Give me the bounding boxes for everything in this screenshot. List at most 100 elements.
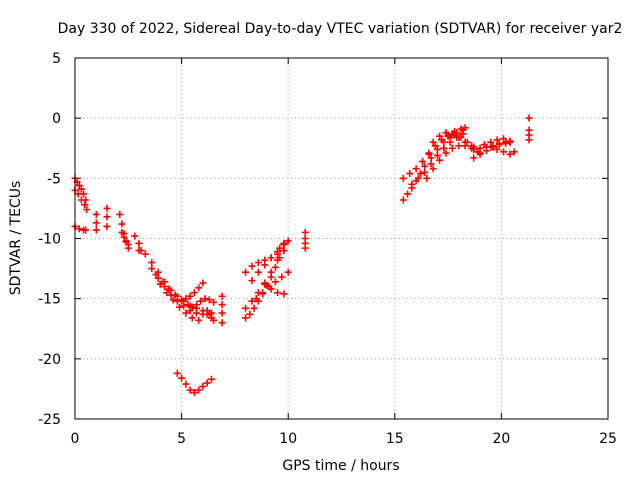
y-tick-label: -10 xyxy=(38,232,61,248)
data-point xyxy=(506,150,514,158)
data-point xyxy=(261,261,269,269)
data-point xyxy=(442,129,450,137)
data-point xyxy=(188,303,196,311)
data-point xyxy=(280,239,288,247)
data-point xyxy=(493,145,501,153)
y-tick-label: 0 xyxy=(52,111,61,127)
data-point xyxy=(406,170,414,178)
data-point xyxy=(120,233,128,241)
data-point xyxy=(186,307,194,315)
data-point xyxy=(188,314,196,322)
data-point xyxy=(77,196,85,204)
x-tick-label: 15 xyxy=(386,431,404,447)
data-point xyxy=(274,248,282,256)
data-point xyxy=(414,174,422,182)
series-arc-e xyxy=(103,204,111,230)
data-point xyxy=(500,148,508,156)
data-point xyxy=(433,145,441,153)
series-arc-hh xyxy=(480,141,514,158)
data-point xyxy=(118,220,126,228)
data-point xyxy=(75,225,83,233)
series-arc-jj xyxy=(525,114,533,144)
data-point xyxy=(442,149,450,157)
data-point xyxy=(199,279,207,287)
data-point xyxy=(408,180,416,188)
data-point xyxy=(103,204,111,212)
series-arc-w xyxy=(261,280,288,298)
data-point xyxy=(242,314,250,322)
data-point xyxy=(280,247,288,255)
data-point xyxy=(455,133,463,141)
data-point xyxy=(476,150,484,158)
data-point xyxy=(195,386,203,394)
series-arc-q xyxy=(218,292,226,327)
data-point xyxy=(427,154,435,162)
data-point xyxy=(178,374,186,382)
y-tick-label: -20 xyxy=(38,352,61,368)
data-point xyxy=(416,170,424,178)
data-point xyxy=(248,297,256,305)
data-point xyxy=(190,289,198,297)
data-point xyxy=(438,136,446,144)
series-arc-m xyxy=(178,279,207,305)
data-point xyxy=(82,226,90,234)
data-point xyxy=(525,136,533,144)
data-point xyxy=(242,304,250,312)
data-point xyxy=(131,232,139,240)
data-point xyxy=(495,139,503,147)
data-point xyxy=(103,222,111,230)
data-point xyxy=(161,283,169,291)
data-point xyxy=(193,301,201,309)
series-arc-l xyxy=(156,280,203,324)
data-point xyxy=(470,154,478,162)
plot-frame xyxy=(74,57,609,420)
data-point xyxy=(493,136,501,144)
data-point xyxy=(178,297,186,305)
data-point xyxy=(427,160,435,168)
data-point xyxy=(436,156,444,164)
data-point xyxy=(210,298,218,306)
data-point xyxy=(156,280,164,288)
data-point xyxy=(201,295,209,303)
data-point xyxy=(274,256,282,264)
data-point xyxy=(163,289,171,297)
data-point xyxy=(276,244,284,252)
series-arc-ee xyxy=(429,129,476,150)
data-point xyxy=(459,130,467,138)
data-point xyxy=(404,190,412,198)
data-point xyxy=(461,138,469,146)
data-point xyxy=(81,201,89,209)
data-point xyxy=(218,292,226,300)
data-point xyxy=(116,210,124,218)
series-arc-gg xyxy=(470,137,514,153)
series-arc-cc xyxy=(423,142,482,182)
data-point xyxy=(448,144,456,152)
data-point xyxy=(180,302,188,310)
data-point xyxy=(154,274,162,282)
data-point xyxy=(399,174,407,182)
data-point xyxy=(218,319,226,327)
data-point xyxy=(455,142,463,150)
series-arc-x xyxy=(276,237,292,252)
data-point xyxy=(480,141,488,149)
data-point xyxy=(399,196,407,204)
data-point xyxy=(248,277,256,285)
series-arc-dd xyxy=(425,131,484,158)
data-point xyxy=(197,297,205,305)
data-point xyxy=(210,316,218,324)
x-tick-label: 5 xyxy=(177,431,186,447)
data-point xyxy=(440,144,448,152)
data-point xyxy=(207,375,215,383)
y-tick-label: -5 xyxy=(47,171,61,187)
data-point xyxy=(199,383,207,391)
data-point xyxy=(412,165,420,173)
x-tick-label: 25 xyxy=(599,431,617,447)
data-point xyxy=(118,228,126,236)
data-point xyxy=(141,250,149,258)
data-point xyxy=(506,138,514,146)
series-arc-o xyxy=(203,307,218,324)
data-point xyxy=(301,244,309,252)
data-point xyxy=(425,150,433,158)
data-point xyxy=(250,304,258,312)
data-point xyxy=(184,301,192,309)
